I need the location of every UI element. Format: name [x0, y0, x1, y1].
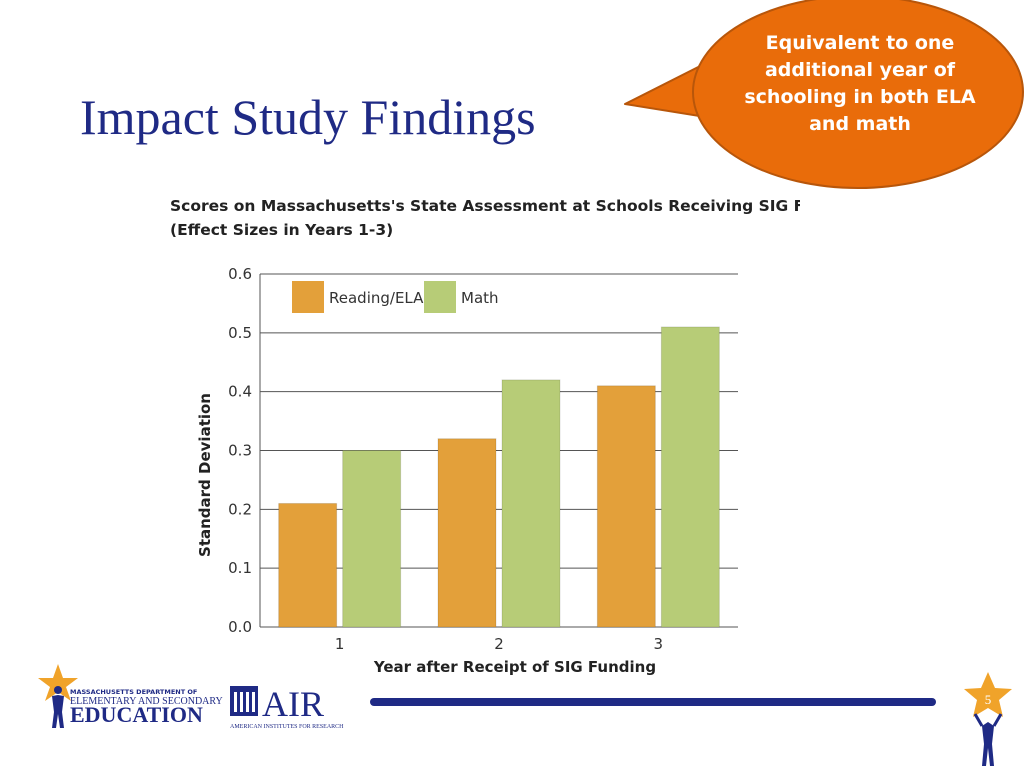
bar-math-2	[501, 379, 561, 628]
chart-title-line2: (Effect Sizes in Years 1-3)	[170, 221, 393, 239]
page-title: Impact Study Findings	[80, 89, 536, 145]
y-tick-label: 0.0	[228, 618, 252, 636]
chart-title-line1: Scores on Massachusetts's State Assessme…	[170, 197, 800, 215]
bar-math-1	[342, 450, 402, 628]
star-icon	[964, 672, 1012, 717]
y-axis-label: Standard Deviation	[196, 393, 214, 557]
callout-text: Equivalent to one additional year of sch…	[744, 32, 976, 135]
air-logo: AIR AMERICAN INSTITUTES FOR RESEARCH	[230, 684, 344, 730]
speech-bubble-callout	[624, 0, 1024, 189]
mass-doe-logo: MASSACHUSETTS DEPARTMENT OF ELEMENTARY A…	[38, 664, 223, 728]
legend-swatch	[424, 281, 456, 313]
y-tick-label: 0.6	[228, 265, 252, 283]
air-logo-name: AIR	[262, 684, 324, 724]
footer-divider	[370, 698, 936, 706]
star-icon	[38, 664, 78, 701]
legend-label: Reading/ELA	[329, 289, 424, 307]
page-number-badge	[964, 672, 1012, 766]
mass-logo-line3: EDUCATION	[70, 702, 203, 727]
y-tick-label: 0.2	[228, 500, 252, 518]
person-icon	[52, 695, 64, 728]
x-axis-label: Year after Receipt of SIG Funding	[373, 658, 656, 676]
legend-swatch	[292, 281, 324, 313]
bar-reading-ela-1	[278, 502, 338, 628]
bar-reading-ela-2	[437, 438, 497, 628]
y-tick-label: 0.5	[228, 324, 252, 342]
y-tick-label: 0.4	[228, 383, 252, 401]
legend: Reading/ELA Math	[292, 281, 499, 313]
mass-logo-line1: MASSACHUSETTS DEPARTMENT OF	[70, 688, 197, 696]
air-logo-subtitle: AMERICAN INSTITUTES FOR RESEARCH	[230, 724, 344, 730]
bar-reading-ela-3	[596, 385, 656, 628]
page-number: 5	[984, 692, 992, 707]
tick-labels: 0.0 0.1 0.2 0.3 0.4 0.5 0.6 1 2 3	[228, 265, 663, 653]
x-tick-label: 2	[494, 635, 504, 653]
y-tick-label: 0.1	[228, 559, 252, 577]
mass-logo-line2: ELEMENTARY AND SECONDARY	[70, 696, 223, 707]
bar-chart: Scores on Massachusetts's State Assessme…	[170, 197, 800, 676]
x-tick-label: 3	[654, 635, 664, 653]
legend-label: Math	[461, 289, 499, 307]
person-icon	[982, 722, 994, 766]
footer-logos: MASSACHUSETTS DEPARTMENT OF ELEMENTARY A…	[38, 664, 344, 730]
bars	[278, 326, 720, 628]
gridlines	[259, 273, 738, 628]
bar-math-3	[660, 326, 720, 628]
x-tick-label: 1	[335, 635, 345, 653]
y-tick-label: 0.3	[228, 442, 252, 460]
